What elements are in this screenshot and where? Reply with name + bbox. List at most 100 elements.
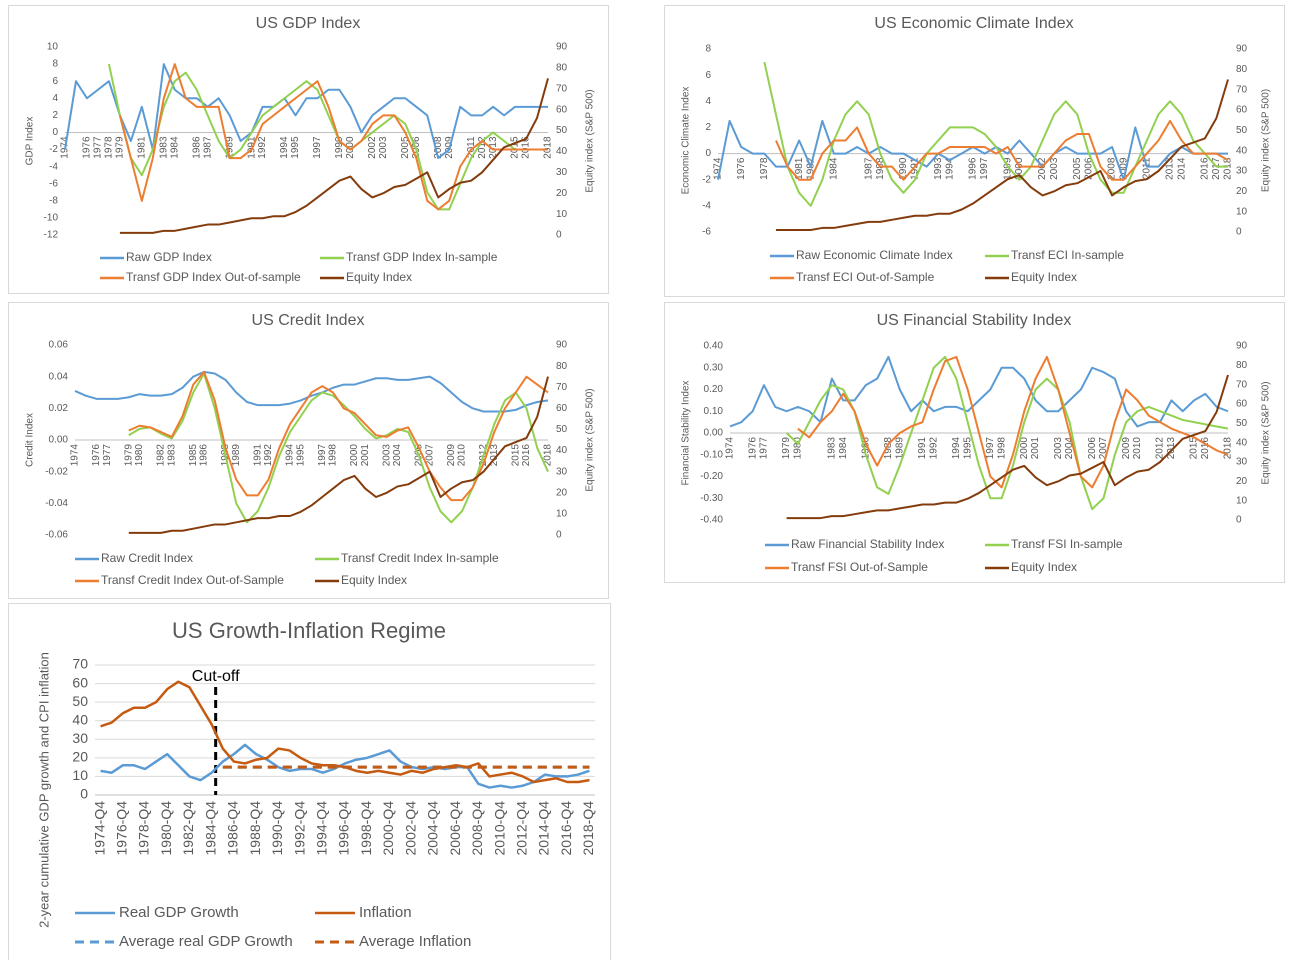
x-tick-label: 1979 — [781, 437, 792, 460]
x-tick-label: 2007 — [1098, 437, 1109, 460]
x-tick-label: 1986 — [860, 437, 871, 460]
y-tick-label: 30 — [72, 730, 88, 746]
x-tick-label: 2014 — [1176, 157, 1187, 180]
x-tick-label: 1986 — [199, 444, 210, 467]
x-tick-label: 1996 — [968, 157, 979, 180]
y2-tick-label: 40 — [556, 445, 568, 456]
x-tick-label: 1995 — [962, 437, 973, 460]
x-tick-label: 1990-Q4 — [269, 801, 285, 856]
x-tick-label: 1997 — [317, 444, 328, 467]
x-tick-label: 1982 — [805, 157, 816, 180]
x-tick-label: 1982 — [156, 444, 167, 467]
x-tick-label: 2000 — [1014, 157, 1025, 180]
x-tick-label: 1974-Q4 — [91, 801, 107, 856]
x-tick-label: 2006 — [1084, 157, 1095, 180]
x-tick-label: 1976 — [736, 157, 747, 180]
series-line — [785, 355, 1229, 511]
legend-label: Transf ECI Out-of-Sample — [796, 270, 935, 284]
y2-tick-label: 70 — [1236, 84, 1248, 95]
x-tick-label: 1989 — [231, 444, 242, 467]
x-tick-label: 2018 — [1223, 157, 1234, 180]
y-tick-label: -6 — [702, 227, 711, 238]
x-tick-label: 1992-Q4 — [291, 801, 307, 856]
x-tick-label: 2016 — [521, 444, 532, 467]
series-line — [775, 79, 1229, 231]
x-tick-label: 1998 — [328, 444, 339, 467]
y-tick-label: -0.40 — [700, 515, 723, 526]
x-tick-label: 2001 — [360, 444, 371, 467]
x-tick-label: 1994 — [285, 444, 296, 467]
y2-axis-title: Equity index (S&P 500) — [585, 89, 596, 192]
legend-label: Equity Index — [346, 270, 412, 284]
x-tick-label: 2004-Q4 — [425, 801, 441, 856]
x-tick-label: 2015 — [510, 444, 521, 467]
y2-tick-label: 10 — [1236, 495, 1248, 506]
x-tick-label: 1990 — [898, 157, 909, 180]
y2-axis-title: Equity index (S&P 500) — [585, 388, 596, 491]
chart-frame — [8, 603, 611, 961]
y2-tick-label: 80 — [1236, 360, 1248, 371]
legend-label: Transf FSI In-sample — [1011, 537, 1123, 551]
x-tick-label: 1977 — [93, 136, 104, 159]
y-tick-label: -0.20 — [700, 471, 723, 482]
x-tick-label: 2012 — [477, 136, 488, 159]
series-line — [64, 63, 548, 160]
x-tick-label: 2008-Q4 — [469, 801, 485, 856]
x-tick-label: 2002-Q4 — [402, 801, 418, 856]
x-tick-label: 1979 — [115, 136, 126, 159]
x-tick-label: 1994 — [951, 437, 962, 460]
x-tick-label: 1980 — [793, 437, 804, 460]
x-tick-label: 1992 — [263, 444, 274, 467]
y2-tick-label: 20 — [556, 188, 568, 199]
x-tick-label: 2014-Q4 — [536, 801, 552, 856]
annotation: Cut-off — [192, 668, 240, 685]
x-tick-label: 2010 — [1132, 437, 1143, 460]
x-tick-label: 2013 — [488, 136, 499, 159]
legend-label: Average real GDP Growth — [119, 933, 293, 950]
y-tick-label: -8 — [49, 195, 58, 206]
x-tick-label: 2013 — [489, 444, 500, 467]
y-tick-label: 0 — [705, 148, 711, 159]
y-tick-label: -12 — [44, 230, 59, 241]
x-tick-label: 2005 — [400, 136, 411, 159]
legend-label: Transf GDP Index In-sample — [346, 250, 498, 264]
legend-label: Transf GDP Index Out-of-sample — [126, 270, 301, 284]
y2-tick-label: 70 — [556, 83, 568, 94]
x-tick-label: 2006-Q4 — [447, 801, 463, 856]
x-tick-label: 2013 — [1165, 157, 1176, 180]
y-tick-label: 0.04 — [49, 371, 69, 382]
x-tick-label: 1994-Q4 — [313, 801, 329, 856]
series-line — [74, 370, 549, 413]
x-tick-label: 2001 — [1030, 437, 1041, 460]
y-tick-label: -2 — [49, 144, 58, 155]
x-tick-label: 1999 — [334, 136, 345, 159]
y-tick-label: 0.02 — [49, 403, 69, 414]
y2-tick-label: 60 — [556, 104, 568, 115]
legend-label: Equity Index — [341, 573, 407, 587]
x-tick-label: 2000 — [345, 136, 356, 159]
y2-tick-label: 90 — [556, 42, 568, 53]
x-tick-label: 2016 — [521, 136, 532, 159]
y2-tick-label: 40 — [1236, 437, 1248, 448]
x-tick-label: 1999 — [1002, 157, 1013, 180]
legend-label: Equity Index — [1011, 270, 1077, 284]
legend-label: Raw Financial Stability Index — [791, 537, 944, 551]
y2-tick-label: 80 — [1236, 64, 1248, 75]
x-tick-label: 2002 — [1037, 157, 1048, 180]
x-tick-label: 2007 — [424, 444, 435, 467]
x-tick-label: 2016 — [1200, 437, 1211, 460]
x-tick-label: 2000 — [1019, 437, 1030, 460]
x-tick-label: 1998 — [996, 437, 1007, 460]
y-tick-label: 40 — [72, 711, 88, 727]
y-tick-label: 60 — [72, 674, 88, 690]
y-tick-label: 0.00 — [704, 428, 724, 439]
chart-title: US GDP Index — [256, 15, 361, 32]
chart-title: US Growth-Inflation Regime — [172, 618, 446, 643]
x-tick-label: 2013 — [1166, 437, 1177, 460]
y2-tick-label: 90 — [1236, 44, 1248, 55]
x-tick-label: 1987 — [202, 136, 213, 159]
y-axis-title: 2-year cumulative GDP growth and CPI inf… — [36, 652, 51, 928]
series-line — [118, 63, 548, 211]
x-tick-label: 2008 — [1107, 157, 1118, 180]
